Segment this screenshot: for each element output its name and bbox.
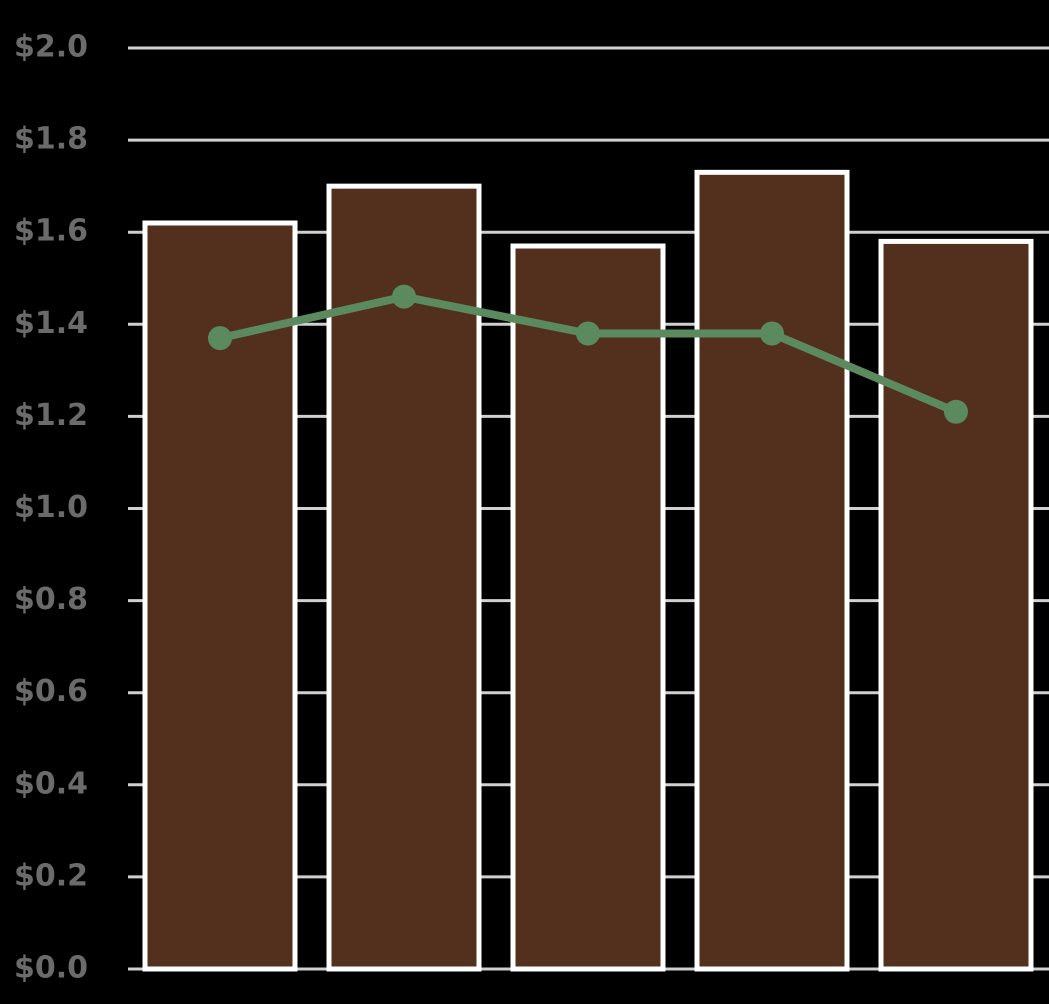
y-tick-label: $0.2 [14,858,88,893]
y-tick-label: $0.8 [14,582,88,617]
bar [510,243,666,972]
line-marker [944,399,968,424]
y-tick-label: $0.0 [14,951,88,986]
bar [878,238,1034,972]
y-tick-label: $1.6 [14,214,88,249]
y-tick-label: $1.8 [14,122,88,157]
y-tick-label: $0.6 [14,674,88,709]
line-marker [760,321,784,346]
y-tick-label: $0.4 [14,766,88,801]
line-marker [576,321,600,346]
y-tick-label: $2.0 [14,30,88,65]
line-marker [208,326,232,351]
line-marker [392,284,416,309]
y-tick-label: $1.4 [14,306,88,341]
y-tick-label: $1.2 [14,398,88,433]
bar [326,183,482,972]
y-tick-label: $1.0 [14,490,88,525]
bar [694,169,850,972]
